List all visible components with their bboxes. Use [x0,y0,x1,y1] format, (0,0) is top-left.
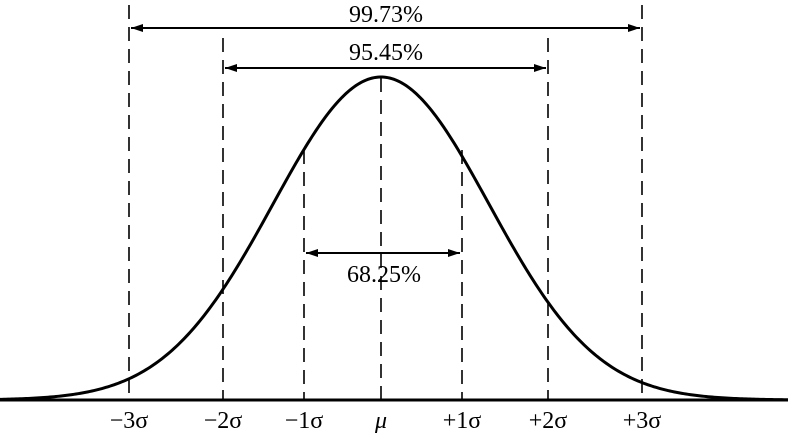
axis-label: −2σ [204,408,243,434]
guides [128,5,643,400]
axis-label: μ [374,408,387,434]
range-label: 95.45% [349,40,423,66]
axis-label: +1σ [443,408,482,434]
bell-curve [0,75,788,402]
axis-label: +2σ [529,408,568,434]
axis-label: +3σ [623,408,662,434]
range-label: 68.25% [347,262,421,288]
range-label: 99.73% [349,2,423,28]
axis-label: −3σ [110,408,149,434]
axis-label: −1σ [285,408,324,434]
